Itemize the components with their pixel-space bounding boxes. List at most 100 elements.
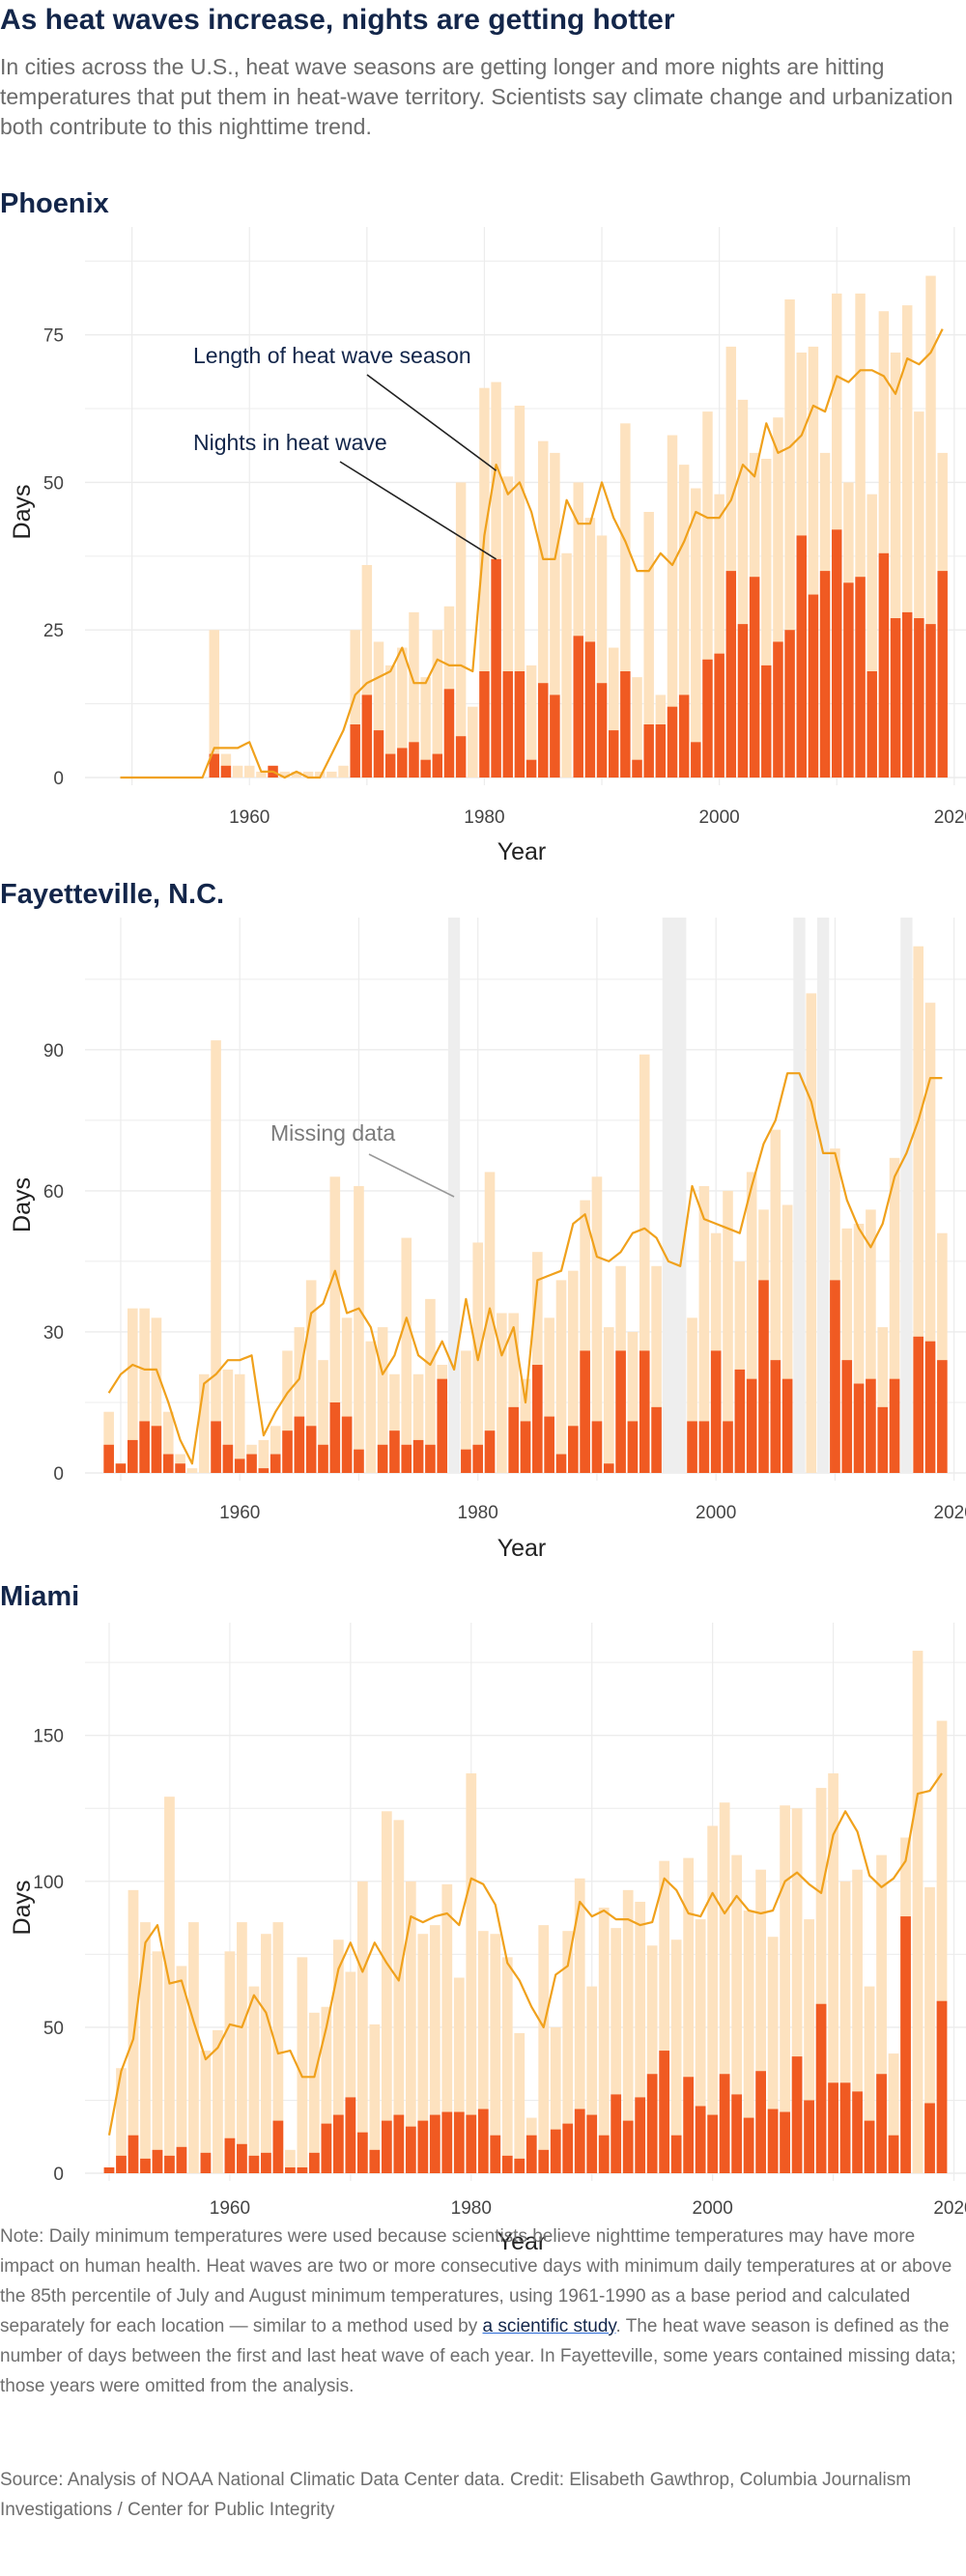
- heat-wave-nights-bar: [608, 730, 619, 778]
- season-length-bar: [914, 411, 924, 778]
- heat-wave-nights-bar: [484, 1430, 496, 1473]
- season-length-bar: [152, 1951, 163, 2173]
- heat-wave-nights-bar: [350, 724, 360, 778]
- heat-wave-nights-bar: [550, 694, 560, 778]
- heat-wave-nights-bar: [749, 577, 760, 778]
- season-length-bar: [356, 1881, 368, 2173]
- heat-wave-nights-bar: [683, 2077, 695, 2173]
- heat-wave-nights-bar: [808, 594, 819, 778]
- season-length-bar: [913, 946, 924, 1473]
- heat-wave-nights-bar: [544, 1416, 554, 1473]
- heat-wave-nights-bar: [691, 742, 701, 778]
- heat-wave-nights-bar: [508, 1406, 519, 1473]
- heat-wave-nights-bar: [841, 1360, 853, 1473]
- season-length-bar: [889, 1157, 900, 1473]
- heat-wave-nights-bar: [584, 641, 596, 778]
- season-length-bar: [670, 1939, 682, 2173]
- heat-wave-nights-bar: [773, 641, 783, 778]
- heat-wave-nights-bar: [866, 1378, 876, 1473]
- x-tick-label: 2000: [698, 807, 739, 828]
- heat-wave-nights-bar: [627, 1421, 639, 1473]
- heat-wave-nights-bar: [550, 2129, 561, 2173]
- heat-wave-nights-bar: [567, 1426, 579, 1473]
- y-tick-label: 50: [43, 473, 64, 494]
- season-length-bar: [468, 706, 478, 778]
- heat-wave-nights-bar: [139, 1421, 150, 1473]
- season-length-bar: [373, 641, 384, 778]
- x-axis-label: Year: [497, 838, 547, 864]
- season-length-bar: [924, 1003, 936, 1473]
- heat-wave-nights-bar: [332, 2114, 344, 2173]
- season-length-bar: [781, 1204, 793, 1473]
- heat-wave-nights-bar: [632, 759, 642, 778]
- heat-wave-nights-bar: [731, 2094, 743, 2173]
- chart-title: Miami: [0, 1581, 79, 1612]
- heat-wave-nights-bar: [354, 1449, 364, 1473]
- heat-wave-nights-bar: [937, 1360, 948, 1473]
- heat-wave-nights-bar: [466, 2114, 477, 2173]
- season-length-bar: [270, 1426, 281, 1473]
- heat-wave-nights-bar: [532, 1365, 543, 1473]
- heat-wave-nights-bar: [852, 2091, 863, 2173]
- heat-wave-nights-bar: [222, 1444, 234, 1473]
- heat-wave-nights-bar: [651, 1406, 662, 1473]
- season-length-bar: [627, 1331, 639, 1473]
- y-tick-label: 0: [53, 2165, 64, 2185]
- heat-wave-nights-bar: [639, 1350, 650, 1473]
- y-tick-label: 60: [43, 1182, 64, 1203]
- heat-wave-nights-bar: [937, 571, 948, 778]
- heat-wave-nights-bar: [695, 2106, 706, 2173]
- heat-wave-nights-bar: [405, 2126, 416, 2173]
- heat-wave-nights-bar: [175, 1463, 185, 1473]
- season-length-bar: [702, 411, 713, 778]
- x-tick-label: 1960: [210, 2198, 250, 2219]
- season-length-bar: [361, 565, 373, 778]
- x-axis-label: Year: [497, 2228, 547, 2255]
- heat-wave-nights-bar: [209, 753, 219, 778]
- methodology-note: Note: Daily minimum temperatures were us…: [0, 2222, 961, 2401]
- season-length-bar: [508, 1313, 519, 1473]
- heat-wave-nights-bar: [270, 1454, 281, 1473]
- season-length-bar: [852, 1869, 863, 2173]
- season-length-bar: [282, 1350, 293, 1473]
- season-length-bar: [586, 1986, 598, 2173]
- season-length-bar: [490, 1934, 501, 2173]
- season-length-bar: [867, 494, 877, 778]
- annotation-label: Length of heat wave season: [193, 343, 471, 368]
- season-length-bar: [327, 771, 337, 778]
- season-length-bar: [222, 1369, 234, 1473]
- heat-wave-nights-bar: [925, 624, 936, 778]
- heat-wave-nights-bar: [341, 1416, 353, 1473]
- season-length-bar: [116, 2068, 127, 2173]
- heat-wave-nights-bar: [164, 2155, 175, 2173]
- heat-wave-nights-bar: [758, 1280, 769, 1473]
- season-length-bar: [514, 406, 526, 778]
- source-credit: Source: Analysis of NOAA National Climat…: [0, 2470, 912, 2520]
- y-tick-label: 0: [53, 1464, 64, 1485]
- season-length-bar: [691, 488, 701, 778]
- season-length-bar: [151, 1317, 162, 1473]
- season-length-bar: [384, 665, 396, 778]
- season-length-bar: [441, 1883, 453, 2173]
- heat-wave-nights-bar: [702, 659, 713, 778]
- heat-wave-nights-bar: [580, 1350, 590, 1473]
- heat-wave-nights-bar: [828, 2082, 838, 2173]
- heat-wave-nights-bar: [401, 1444, 412, 1473]
- heat-wave-nights-bar: [285, 2166, 296, 2173]
- heat-wave-nights-bar: [127, 1439, 138, 1473]
- heat-wave-nights-bar: [770, 1360, 781, 1473]
- season-length-bar: [632, 677, 642, 778]
- season-length-bar: [532, 1252, 543, 1473]
- heat-wave-nights-bar: [453, 2111, 465, 2173]
- season-length-bar: [620, 423, 631, 778]
- season-length-bar: [501, 1957, 513, 2173]
- scientific-study-link[interactable]: a scientific study: [482, 2316, 616, 2336]
- heat-wave-nights-bar: [389, 1430, 400, 1473]
- season-length-bar: [784, 299, 795, 778]
- season-length-bar: [678, 465, 690, 778]
- season-length-bar: [598, 1908, 610, 2173]
- heat-wave-nights-bar: [514, 671, 526, 778]
- season-length-bar: [596, 535, 608, 778]
- heat-wave-nights-bar: [420, 759, 431, 778]
- heat-wave-nights-bar: [305, 1426, 317, 1473]
